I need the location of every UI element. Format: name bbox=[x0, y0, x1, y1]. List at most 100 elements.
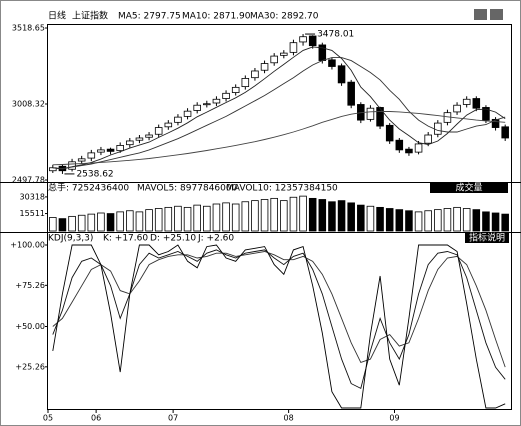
volume-bar bbox=[308, 197, 317, 232]
candle-body bbox=[434, 122, 442, 135]
volume-bar bbox=[106, 213, 115, 232]
volume-bar bbox=[164, 206, 173, 232]
candle-body bbox=[405, 148, 413, 154]
legend-entry: D: +25.10 bbox=[150, 234, 196, 244]
icon-button[interactable] bbox=[474, 9, 487, 20]
y-tick-label: 3008.32 bbox=[12, 99, 45, 108]
candle-body bbox=[183, 110, 192, 117]
legend-entry: K: +17.60 bbox=[103, 234, 148, 244]
volume-bar bbox=[453, 206, 461, 232]
candle-body bbox=[347, 81, 355, 106]
candle-body bbox=[126, 140, 134, 146]
volume-bar bbox=[366, 205, 375, 232]
volume-bar bbox=[126, 210, 134, 232]
volume-bar bbox=[347, 202, 355, 232]
volume-bar bbox=[280, 200, 288, 232]
annotation: 2538.62 bbox=[76, 169, 113, 179]
volume-bar bbox=[260, 199, 269, 232]
annotation: 3478.01 bbox=[317, 30, 354, 40]
volume-bar bbox=[251, 200, 259, 232]
volume-bar bbox=[97, 212, 105, 232]
x-tick-label: 05 bbox=[43, 414, 53, 423]
volume-bar bbox=[424, 210, 432, 232]
volume-bar bbox=[174, 205, 182, 232]
annotation: MAVOL5: 8977846000 bbox=[137, 184, 238, 194]
candle-body bbox=[106, 148, 115, 152]
x-tick-label: 06 bbox=[91, 414, 101, 423]
candle-body bbox=[453, 104, 461, 113]
volume-bar bbox=[241, 201, 250, 232]
kdj-title: KDJ(9,3,3) bbox=[48, 234, 93, 244]
indicator-button[interactable] bbox=[465, 233, 509, 243]
volume-bar bbox=[337, 200, 346, 232]
candle-body bbox=[482, 107, 490, 121]
volume-bar bbox=[434, 209, 442, 232]
y-tick-label: +25.26 bbox=[15, 362, 45, 371]
volume-bar bbox=[77, 214, 86, 232]
candle-body bbox=[231, 86, 240, 93]
legend-entry: MA10: 2871.90 bbox=[182, 12, 251, 22]
x-tick-label: 07 bbox=[168, 414, 178, 423]
candle-body bbox=[116, 145, 124, 152]
volume-bar bbox=[405, 210, 413, 232]
candle-body bbox=[376, 107, 384, 127]
candle-body bbox=[77, 158, 86, 162]
button-label[interactable]: 成交量 bbox=[455, 182, 482, 194]
candle-body bbox=[164, 122, 173, 128]
volume-bar bbox=[395, 209, 404, 232]
chart-title: 日线 bbox=[48, 10, 66, 22]
series-line bbox=[52, 46, 506, 170]
candle-body bbox=[97, 149, 105, 153]
y-tick-label: 15511 bbox=[20, 209, 45, 218]
y-tick-label: 3518.65 bbox=[12, 24, 45, 33]
volume-button[interactable] bbox=[430, 183, 508, 193]
candle-body bbox=[299, 36, 307, 43]
candle-body bbox=[270, 55, 278, 64]
y-tick-label: +50.00 bbox=[15, 322, 45, 331]
x-tick-label: 08 bbox=[284, 414, 294, 423]
legend-entry: MA5: 2797.75 bbox=[118, 12, 181, 22]
series-line bbox=[52, 244, 506, 409]
volume-bar bbox=[145, 209, 153, 232]
volume-bar bbox=[270, 197, 278, 232]
series-line bbox=[52, 57, 506, 169]
candle-body bbox=[385, 124, 394, 142]
volume-bar bbox=[328, 201, 336, 232]
volume-bar bbox=[87, 213, 96, 232]
legend-entry: MA30: 2892.70 bbox=[250, 12, 319, 22]
candle-body bbox=[424, 134, 432, 144]
y-tick-label: +75.26 bbox=[15, 281, 45, 290]
volume-bar bbox=[462, 208, 471, 232]
candle-body bbox=[501, 126, 509, 139]
chart-subtitle: 上证指数 bbox=[72, 10, 108, 22]
volume-bar bbox=[385, 208, 394, 232]
volume-bar bbox=[414, 211, 423, 232]
candle-body bbox=[68, 161, 76, 170]
volume-bar bbox=[472, 209, 481, 232]
y-tick-label: 30318 bbox=[20, 192, 45, 201]
volume-bar bbox=[203, 205, 211, 232]
candle-body bbox=[328, 59, 336, 67]
icon-button[interactable] bbox=[490, 9, 503, 20]
volume-bar bbox=[491, 212, 500, 232]
button-label[interactable]: 指标说明 bbox=[469, 232, 505, 244]
volume-bar bbox=[443, 208, 452, 232]
candle-body bbox=[251, 70, 259, 79]
candle-body bbox=[154, 127, 163, 135]
volume-bar bbox=[289, 196, 298, 232]
volume-bar bbox=[231, 203, 240, 232]
y-tick-label: +100.00 bbox=[10, 241, 45, 250]
legend-entry: J: +2.60 bbox=[197, 234, 234, 244]
candle-body bbox=[491, 118, 500, 128]
candle-body bbox=[203, 103, 211, 106]
x-tick-label: 09 bbox=[389, 414, 399, 423]
annotation: MAVOL10: 12357384150 bbox=[226, 184, 338, 194]
candle-body bbox=[280, 52, 288, 56]
volume-bar bbox=[222, 202, 230, 232]
candle-body bbox=[193, 104, 201, 111]
series-line bbox=[52, 249, 506, 390]
volume-bar bbox=[501, 213, 509, 232]
volume-bar bbox=[212, 203, 221, 232]
series-line bbox=[52, 111, 506, 166]
